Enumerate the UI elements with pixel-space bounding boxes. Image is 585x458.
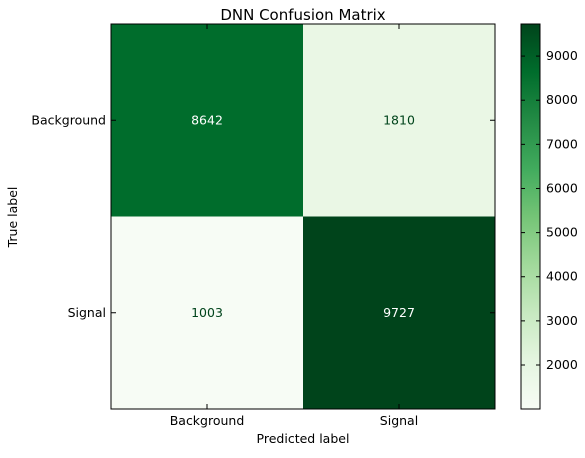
heatmap-cell xyxy=(303,24,495,217)
plot-frame xyxy=(110,23,496,410)
colorbar-tick-label: 7000 xyxy=(546,136,578,151)
colorbar-tick-label: 9000 xyxy=(546,48,578,63)
colorbar xyxy=(520,23,541,410)
y-tick-label: Background xyxy=(31,112,106,127)
y-tick-label: Signal xyxy=(68,305,106,320)
heatmap-cell xyxy=(111,216,303,409)
cell-value-label: 1810 xyxy=(383,112,415,127)
colorbar-tick-label: 2000 xyxy=(546,357,578,372)
heatmap-cell xyxy=(303,216,495,409)
y-axis-label: True label xyxy=(5,187,20,249)
chart-title: DNN Confusion Matrix xyxy=(220,6,385,24)
x-tick-label: Signal xyxy=(380,413,418,428)
heatmap-cells: 8642 1810 1003 9727 xyxy=(111,24,495,409)
x-axis-label: Predicted label xyxy=(257,431,350,446)
colorbar-tick-label: 6000 xyxy=(546,180,578,195)
colorbar-tick-label: 5000 xyxy=(546,225,578,240)
x-tick-label: Background xyxy=(170,413,245,428)
colorbar-tick-label: 3000 xyxy=(546,313,578,328)
axis-ticks: Background Signal Background Signal xyxy=(31,24,495,428)
cell-value-label: 9727 xyxy=(383,305,415,320)
cell-value-label: 1003 xyxy=(191,305,223,320)
cell-value-label: 8642 xyxy=(191,112,223,127)
colorbar-tick-label: 8000 xyxy=(546,92,578,107)
colorbar-ticks: 2000 3000 4000 5000 6000 7000 8000 9000 xyxy=(521,48,578,372)
colorbar-tick-label: 4000 xyxy=(546,269,578,284)
heatmap-cell xyxy=(111,24,303,217)
